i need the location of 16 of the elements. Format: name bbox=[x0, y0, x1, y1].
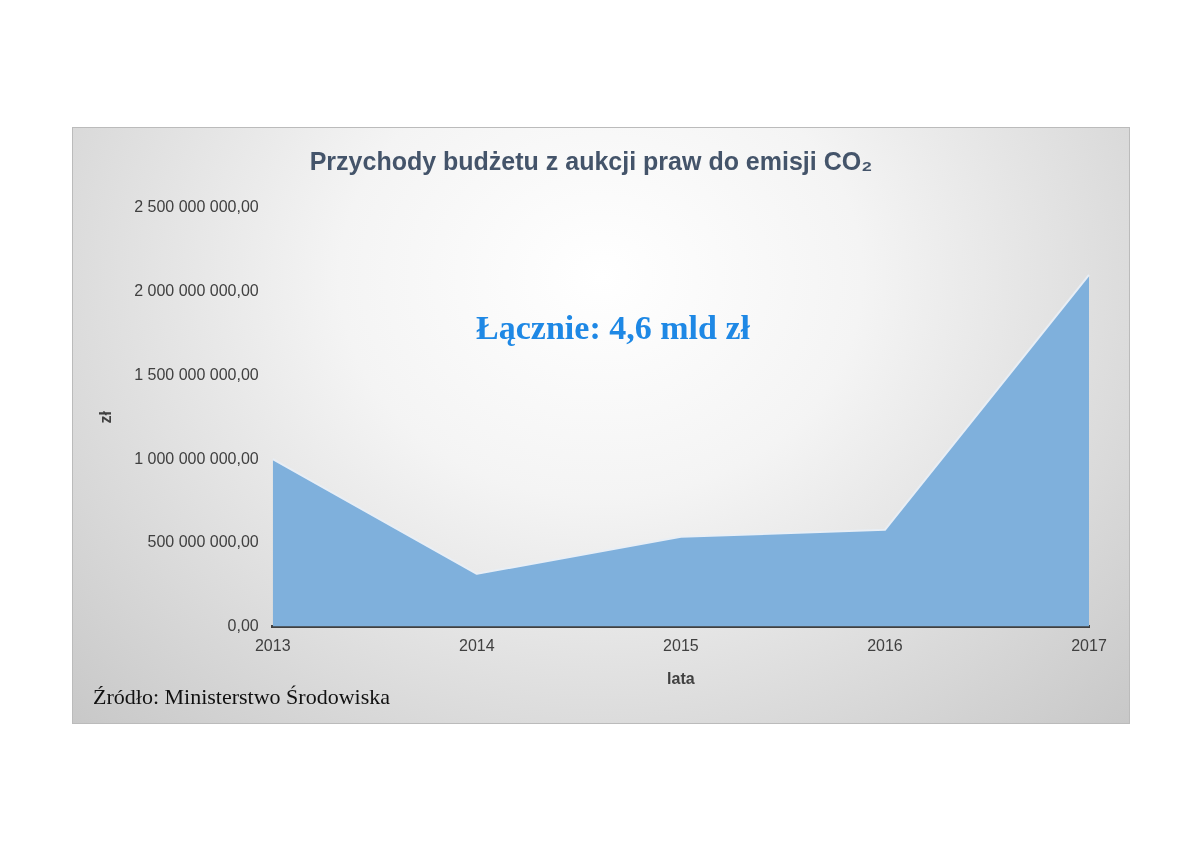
annotation: Łącznie: 4,6 mld zł bbox=[476, 308, 751, 346]
x-tick-label: 2016 bbox=[867, 636, 903, 654]
y-tick-label: 1 500 000 000,00 bbox=[134, 365, 259, 383]
y-tick-label: 2 500 000 000,00 bbox=[134, 198, 259, 216]
y-tick-label: 2 000 000 000,00 bbox=[134, 282, 259, 300]
chart-title: Przychody budżetu z aukcji praw do emisji CO₂ bbox=[309, 146, 873, 175]
x-axis-title: lata bbox=[667, 669, 695, 687]
y-tick-label: 500 000 000,00 bbox=[147, 533, 259, 551]
x-tick-label: 2014 bbox=[459, 636, 495, 654]
y-tick-label: 0,00 bbox=[227, 617, 259, 635]
text: Źródło: Ministerstwo Środowiska bbox=[93, 683, 391, 709]
y-axis-title: zł bbox=[97, 410, 115, 424]
x-tick-label: 2017 bbox=[1071, 636, 1107, 654]
x-tick-label: 2015 bbox=[663, 636, 699, 654]
y-tick-label: 1 000 000 000,00 bbox=[134, 449, 259, 467]
x-tick-label: 2013 bbox=[254, 636, 291, 654]
